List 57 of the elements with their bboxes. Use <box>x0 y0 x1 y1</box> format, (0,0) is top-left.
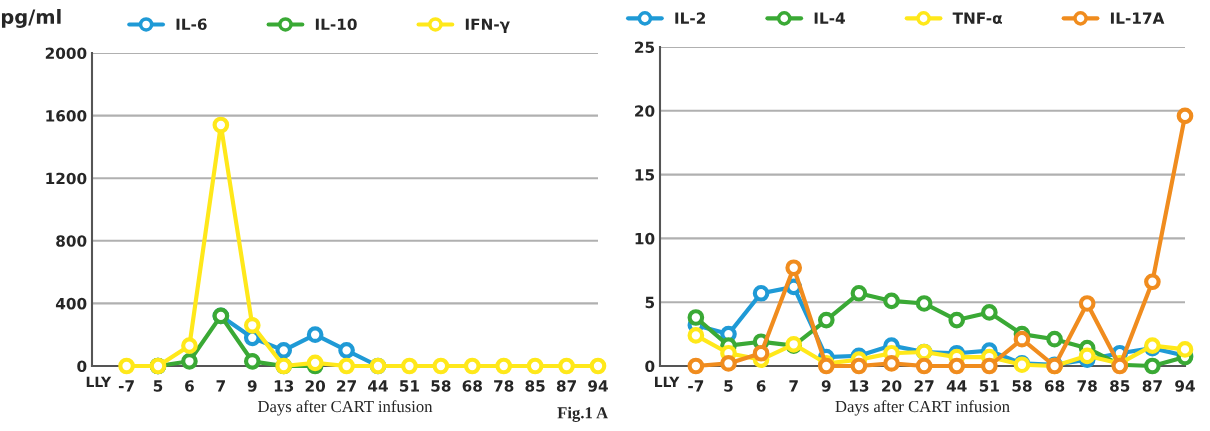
x-tick-label: -7 <box>688 380 704 392</box>
x-axis-title: Days after CART infusion <box>835 400 1010 416</box>
y-tick-label: 1600 <box>46 110 87 122</box>
x-tick-label: 58 <box>431 380 451 392</box>
legend-label: TNF-α <box>952 12 1002 24</box>
x-axis-title: Days after CART infusion <box>257 400 433 416</box>
x-tick-label: 85 <box>1110 380 1130 392</box>
x-tick-label: 68 <box>462 380 482 392</box>
x-tick-label: 9 <box>821 380 831 392</box>
legend-label: IL-10 <box>315 18 357 31</box>
x-tick-label: 6 <box>185 380 194 392</box>
x-tick-label: 78 <box>494 380 514 392</box>
x-tick-label: 87 <box>1142 380 1162 392</box>
text: LLY <box>655 376 680 387</box>
x-tick-label: 5 <box>153 380 163 392</box>
x-tick-label: 27 <box>914 380 934 392</box>
y-tick-label: 20 <box>635 105 655 117</box>
x-tick-label: 78 <box>1077 380 1097 392</box>
x-tick-label: 13 <box>274 380 294 392</box>
x-tick-label: 68 <box>1044 380 1065 392</box>
legend-label: IFN-γ <box>465 18 510 33</box>
y-tick-label: 25 <box>635 41 655 54</box>
x-tick-label: 85 <box>525 380 545 392</box>
y-axis-title: pg/ml <box>1 8 61 28</box>
x-tick-label: 44 <box>368 380 388 392</box>
x-tick-label: 51 <box>979 380 999 392</box>
legend-label: IL-6 <box>176 18 207 31</box>
x-tick-label: 27 <box>337 380 356 392</box>
legend-label: IL-17A <box>1110 12 1165 24</box>
y-tick-label: 0 <box>77 360 87 373</box>
x-tick-label: 6 <box>756 380 766 392</box>
y-tick-label: 1200 <box>46 172 87 185</box>
caption: Fig.1 A <box>557 406 608 422</box>
y-tick-label: 5 <box>645 296 655 309</box>
x-tick-label: 13 <box>850 380 869 392</box>
x-tick-label: 20 <box>882 380 902 392</box>
y-tick-label: 10 <box>635 232 655 245</box>
x-tick-label: 94 <box>588 380 608 392</box>
y-tick-label: 2000 <box>45 47 87 60</box>
x-tick-label: 7 <box>216 380 225 392</box>
text: LLY <box>86 376 112 387</box>
x-tick-label: 44 <box>946 380 967 392</box>
x-tick-label: 87 <box>556 380 576 392</box>
legend-label: IL-2 <box>675 12 705 24</box>
x-tick-label: 58 <box>1012 380 1032 392</box>
x-tick-label: 7 <box>789 380 798 392</box>
x-tick-label: 94 <box>1175 380 1195 392</box>
legend-label: IL-4 <box>814 12 845 24</box>
x-tick-label: 20 <box>305 380 326 392</box>
y-tick-label: 400 <box>55 297 87 310</box>
y-tick-label: 0 <box>645 360 655 373</box>
x-tick-label: -7 <box>118 380 134 392</box>
x-tick-label: 9 <box>247 380 257 392</box>
x-tick-label: 51 <box>399 380 420 392</box>
y-tick-label: 800 <box>56 235 87 247</box>
x-tick-label: 5 <box>724 380 733 392</box>
y-tick-label: 15 <box>635 169 655 181</box>
